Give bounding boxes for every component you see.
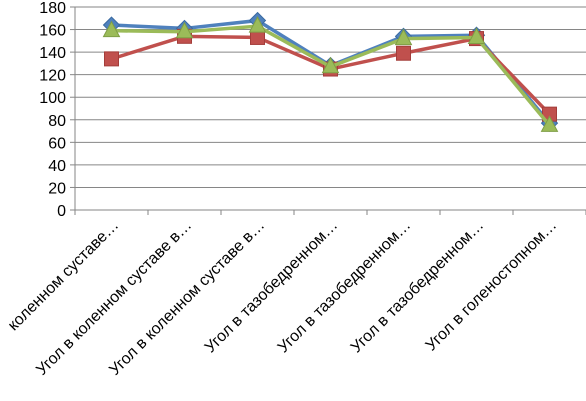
x-tick-label: Угол в тазобедренном… [202,217,342,357]
data-point-square [396,45,411,61]
gridlines [75,6,586,188]
y-tick-label: 60 [48,135,66,152]
y-tick-label: 80 [48,113,66,130]
x-tick-labels: коленном суставе…Угол в коленном суставе… [5,217,560,379]
data-point-triangle [102,20,121,38]
x-tick-label: Угол в коленном суставе в… [106,217,268,379]
x-tick-label: Угол в коленном суставе в… [33,217,195,379]
x-tick-label: Угол в голеностопном… [423,217,561,355]
data-point-triangle [467,27,486,44]
x-tick-label: Угол в тазобедренном… [275,217,415,357]
data-point-triangle [540,115,559,132]
y-tick-label: 160 [39,23,66,40]
y-tick-labels: 0 20 40 60 80 100 120 140 160 180 [39,0,66,220]
y-tick-label: 0 [57,203,66,220]
series-group [102,11,559,132]
data-point-triangle [248,16,267,33]
y-tick-label: 100 [39,90,66,107]
data-point-triangle [321,56,340,74]
y-tick-label: 20 [48,180,66,197]
data-point-square [104,51,119,67]
series-triangle [102,16,559,132]
data-point-triangle [394,28,413,46]
series-square [104,28,557,122]
y-tick-label: 120 [39,68,66,85]
data-point-triangle [175,21,194,39]
y-tick-label: 140 [39,45,66,62]
y-tick-label: 180 [39,0,66,17]
axes [70,6,586,215]
y-tick-label: 40 [48,158,66,175]
x-tick-label: Угол в тазобедренном… [348,217,488,357]
